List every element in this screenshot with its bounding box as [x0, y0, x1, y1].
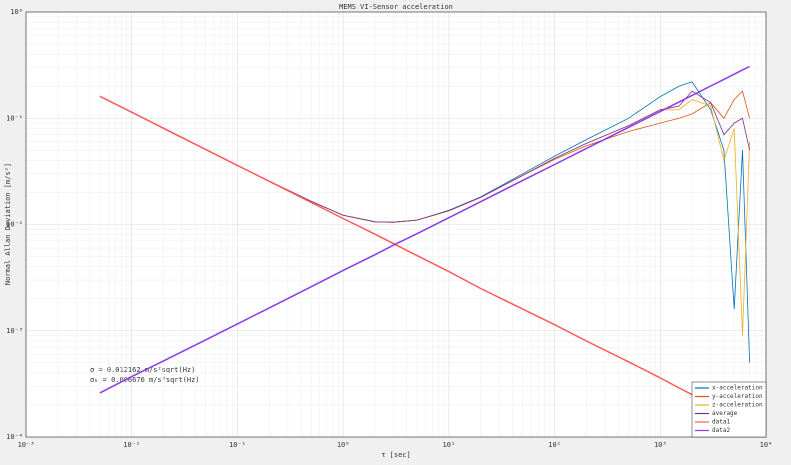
legend-label: x-acceleration [712, 385, 763, 392]
x-tick-label: 10⁻² [123, 441, 140, 449]
y-tick-label: 10⁻⁴ [6, 433, 23, 441]
chart-title: MEMS VI-Sensor acceleration [339, 3, 453, 11]
y-tick-label: 10⁻³ [6, 327, 23, 335]
x-tick-label: 10² [548, 441, 561, 449]
grid [25, 11, 767, 438]
x-tick-label: 10⁻¹ [229, 441, 246, 449]
legend-label: y-acceleration [712, 393, 763, 400]
plot-border [25, 11, 767, 438]
legend-label: z-acceleration [712, 402, 763, 409]
legend-box [691, 381, 767, 438]
x-tick-label: 10³ [654, 441, 667, 449]
x-tick-label: 10⁰ [337, 441, 350, 449]
y-tick-label: 10⁰ [10, 8, 23, 16]
x-tick-label: 10¹ [443, 441, 456, 449]
y-tick-label: 10⁻² [6, 221, 23, 229]
x-tick-label: 10⁻³ [18, 441, 35, 449]
series-line [99, 65, 750, 394]
x-tick-label: 10⁴ [760, 441, 773, 449]
legend-label: data1 [712, 419, 730, 426]
y-tick-label: 10⁻¹ [6, 114, 23, 122]
legend-label: data2 [712, 427, 730, 434]
annotation: σ = 0.012162 m/s²sqrt(Hz) [90, 366, 195, 374]
legend-label: average [712, 410, 738, 417]
y-axis-label: Normal Allan Deviation [m/s²] [4, 163, 12, 285]
x-axis-label: τ [sec] [381, 451, 411, 459]
annotation: σₖ = 0.006676 m/s³sqrt(Hz) [90, 376, 200, 384]
